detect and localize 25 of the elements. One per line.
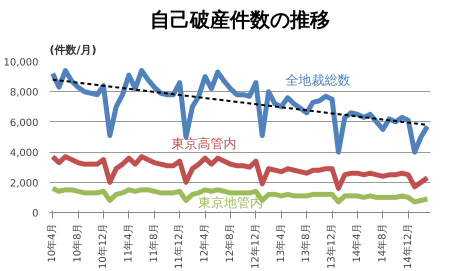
series-label: 東京高管内 [171,136,236,152]
x-tick-label: 12年4月 [198,223,211,263]
x-tick-label: 10年12月 [96,223,109,269]
x-tick-label: 11年12月 [173,223,186,269]
y-tick-label: 6,000 [10,118,39,129]
x-tick-label: 14年8月 [376,223,388,263]
x-tick-label: 12年8月 [224,223,236,263]
x-tick-label: 13年8月 [300,223,312,263]
y-tick-label: 2,000 [10,178,39,190]
x-tick-label: 11年8月 [148,223,160,263]
x-tick-label: 11年4月 [122,223,134,263]
y-axis-title: (件数/月) [50,44,97,56]
x-tick-label: 10年4月 [46,223,58,263]
x-tick-label: 14年12月 [402,223,414,269]
x-tick-label: 13年12月 [326,223,338,269]
x-tick-label: 14年4月 [350,223,363,263]
y-tick-label: 0 [32,208,39,220]
series-label: 全地裁総数 [286,74,351,89]
chart-title: 自己破産件数の推移 [150,8,330,32]
y-tick-label: 10,000 [4,58,39,68]
x-tick-label: 13年4月 [274,223,287,263]
y-tick-label: 8,000 [10,88,39,99]
y-tick-label: 4,000 [10,148,39,160]
x-tick-label: 10年8月 [72,223,84,263]
x-tick-label: 12年12月 [249,223,262,269]
